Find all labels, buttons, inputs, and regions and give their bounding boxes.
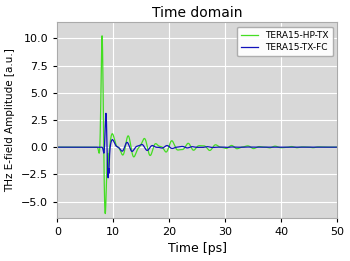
TERA15-TX-FC (106, 176, 110, 179)
TERA15-HP-TX (104, 196, 108, 199)
TERA15-TX-FC (163, 145, 167, 148)
TERA15-TX-FC (87, 146, 91, 149)
Line: TERA15-TX-FC: TERA15-TX-FC (57, 113, 337, 178)
TERA15-HP-TX (100, 34, 104, 37)
TERA15-TX-FC (335, 146, 340, 149)
TERA15-TX-FC (330, 146, 334, 149)
Title: Time domain: Time domain (152, 5, 243, 20)
TERA15-HP-TX (330, 146, 334, 149)
TERA15-TX-FC (300, 146, 304, 149)
TERA15-HP-TX (87, 146, 91, 149)
TERA15-HP-TX (55, 146, 60, 149)
Y-axis label: THz E-field Amplitude [a.u.]: THz E-field Amplitude [a.u.] (6, 48, 15, 192)
TERA15-TX-FC (104, 112, 108, 115)
Line: TERA15-HP-TX: TERA15-HP-TX (57, 36, 337, 213)
TERA15-HP-TX (175, 148, 179, 151)
TERA15-TX-FC (104, 112, 108, 115)
TERA15-HP-TX (163, 150, 167, 153)
TERA15-HP-TX (335, 146, 340, 149)
TERA15-HP-TX (300, 145, 304, 149)
TERA15-TX-FC (55, 146, 60, 149)
TERA15-HP-TX (103, 212, 107, 215)
Legend: TERA15-HP-TX, TERA15-TX-FC: TERA15-HP-TX, TERA15-TX-FC (237, 27, 333, 56)
X-axis label: Time [ps]: Time [ps] (168, 242, 227, 256)
TERA15-TX-FC (175, 146, 179, 149)
